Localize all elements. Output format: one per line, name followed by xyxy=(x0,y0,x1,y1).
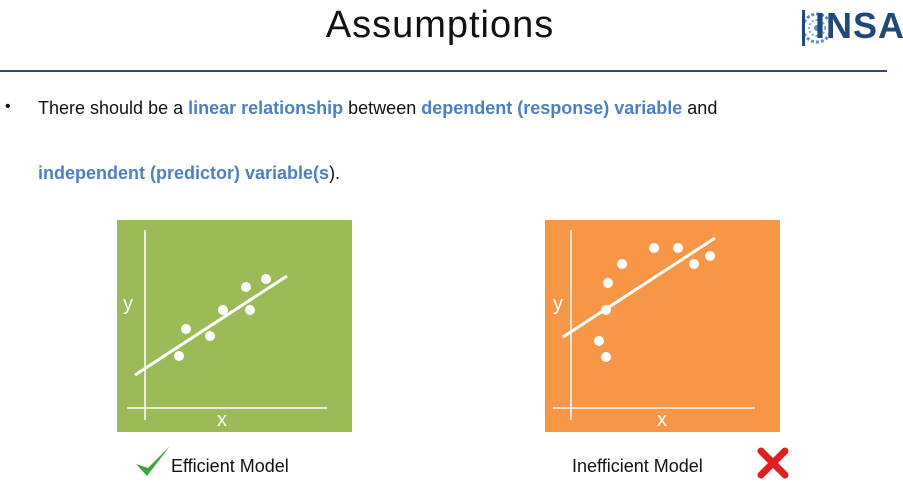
logo-text: INSAID xyxy=(815,5,903,46)
data-point xyxy=(601,352,611,362)
regression-line xyxy=(562,236,716,339)
data-point xyxy=(241,282,251,292)
data-point xyxy=(261,274,271,284)
slide-title: Assumptions xyxy=(325,4,555,46)
x-axis-label: x xyxy=(657,409,667,431)
bullet-text: There should be a xyxy=(38,98,189,118)
title-rule xyxy=(0,70,887,72)
data-point xyxy=(245,305,255,315)
data-point xyxy=(205,331,215,341)
data-point xyxy=(601,305,611,315)
bullet-text-line-1: There should be a linear relationship be… xyxy=(38,98,717,119)
highlight-independent-variable: independent (predictor) variable(s xyxy=(38,163,330,183)
data-point xyxy=(603,278,613,288)
inefficient-plot-svg: y x xyxy=(545,220,780,432)
cross-icon xyxy=(757,447,789,479)
efficient-plot-svg: y x xyxy=(117,220,352,432)
efficient-model-caption: Efficient Model xyxy=(171,456,289,476)
inefficient-model-plot: y x xyxy=(545,220,780,432)
y-axis-label: y xyxy=(123,293,133,315)
data-point xyxy=(705,251,715,261)
data-point xyxy=(594,336,604,346)
data-point xyxy=(174,351,184,361)
bullet-text: and xyxy=(682,98,718,118)
data-point xyxy=(617,259,627,269)
checkmark-icon xyxy=(136,446,170,476)
x-axis-label: x xyxy=(217,409,227,431)
data-point xyxy=(689,259,699,269)
y-axis-label: y xyxy=(553,293,563,315)
data-point xyxy=(673,243,683,253)
highlight-dependent-variable: dependent (response) variable xyxy=(421,98,683,118)
bullet-text: between xyxy=(343,98,422,118)
logo-mark-icon xyxy=(801,12,833,44)
inefficient-model-caption: Inefficient Model xyxy=(572,456,703,476)
highlight-linear-relationship: linear relationship xyxy=(188,98,344,118)
bullet-marker: • xyxy=(5,98,11,115)
data-point xyxy=(649,243,659,253)
bullet-text-line-2: independent (predictor) variable(s). xyxy=(38,163,340,184)
logo-divider xyxy=(802,10,805,46)
data-point xyxy=(218,305,228,315)
regression-line xyxy=(134,274,288,377)
data-point xyxy=(181,324,191,334)
bullet-text: ). xyxy=(329,163,341,183)
efficient-plot-background xyxy=(117,220,352,432)
inefficient-plot-background xyxy=(545,220,780,432)
efficient-model-plot: y x xyxy=(117,220,352,432)
